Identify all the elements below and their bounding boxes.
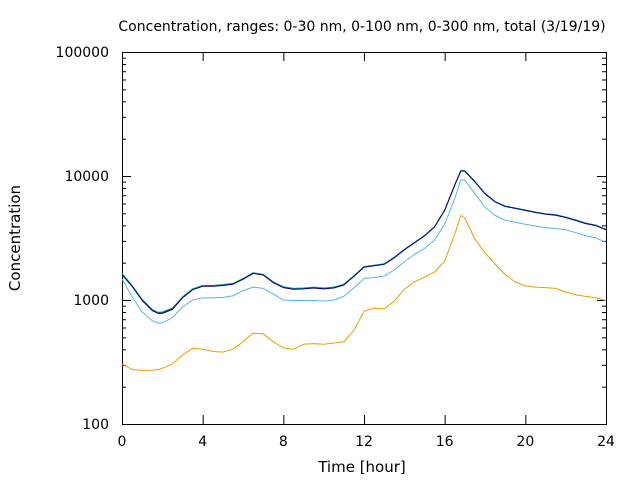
x-tick-label: 4 [198,434,207,450]
x-axis-ticks: 0 4 8 12 16 20 24 [118,52,615,450]
x-axis-title: Time [hour] [317,458,406,476]
y-tick-label: 100 [82,417,109,433]
y-tick-label: 100000 [56,45,109,61]
series-line-5 [121,170,607,314]
series-line-3 [121,170,607,314]
x-tick-label: 0 [118,434,127,450]
y-axis-ticks: 100 1000 10000 100000 [56,45,606,433]
x-tick-label: 16 [436,434,454,450]
chart-title: Concentration, ranges: 0-30 nm, 0-100 nm… [118,19,605,35]
y-tick-label: 10000 [64,169,109,185]
x-tick-label: 12 [355,434,373,450]
series-line-1 [121,215,607,371]
series-group [121,170,607,371]
x-tick-label: 24 [597,434,615,450]
plot-frame [122,52,607,425]
x-tick-label: 8 [279,434,288,450]
series-line-4 [121,170,607,313]
y-tick-label: 1000 [73,293,109,309]
series-line-2 [121,179,607,324]
y-axis-title: Concentration [6,185,24,291]
x-tick-label: 20 [516,434,534,450]
